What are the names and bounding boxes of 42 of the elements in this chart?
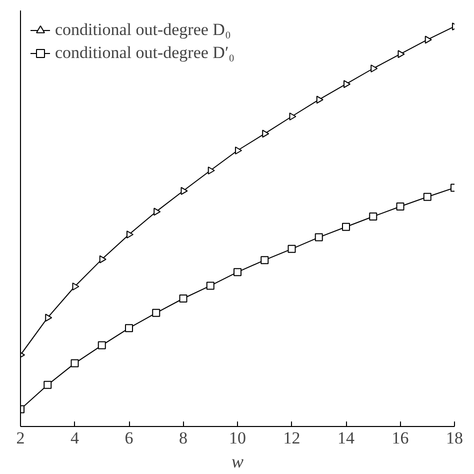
point — [398, 50, 405, 58]
x-axis-title: w — [231, 452, 244, 472]
point — [316, 96, 324, 104]
point — [99, 255, 106, 264]
x-tick-label: 12 — [283, 428, 300, 448]
point — [45, 314, 52, 322]
point — [98, 341, 106, 350]
point — [423, 192, 432, 201]
x-tick-label: 10 — [229, 428, 246, 448]
x-tick-label: 4 — [70, 428, 80, 448]
point — [208, 166, 215, 174]
point — [234, 268, 242, 276]
point — [342, 222, 350, 231]
point — [262, 130, 270, 138]
x-tick-label: 6 — [124, 428, 134, 448]
point — [180, 186, 188, 195]
point — [370, 64, 378, 72]
point — [314, 233, 323, 242]
point — [289, 112, 296, 120]
point — [206, 282, 214, 290]
point — [152, 308, 160, 317]
point — [424, 36, 432, 44]
point — [260, 256, 269, 264]
x-tick-label: 14 — [338, 428, 355, 448]
point — [343, 80, 351, 88]
point — [234, 146, 242, 154]
legend-label: conditional out-degree D′₀ — [55, 43, 235, 63]
x-tick-label: 16 — [392, 428, 409, 448]
x-tick-label: 2 — [16, 428, 25, 448]
x-tick-label: 18 — [446, 428, 463, 448]
point — [369, 212, 378, 220]
point — [179, 294, 188, 302]
point — [70, 359, 79, 368]
legend-label: conditional out-degree D₀ — [55, 20, 231, 40]
x-tick-label: 8 — [179, 428, 188, 448]
point — [154, 208, 161, 216]
point — [44, 380, 52, 389]
point — [125, 324, 133, 332]
point — [396, 202, 404, 210]
point — [72, 282, 80, 290]
point — [288, 244, 296, 253]
point — [126, 230, 134, 238]
